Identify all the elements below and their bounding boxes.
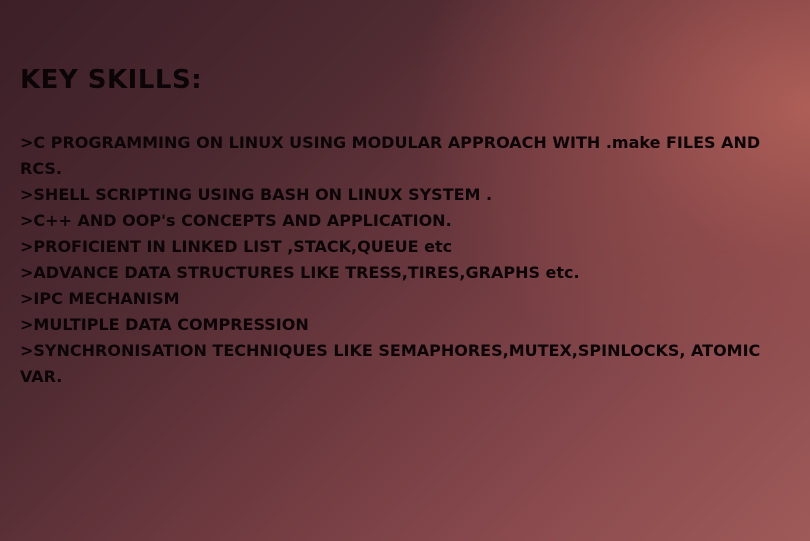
slide-heading: KEY SKILLS: [20, 65, 203, 95]
skills-list: >C PROGRAMMING ON LINUX USING MODULAR AP… [20, 130, 800, 390]
skill-item-shell-scripting: >SHELL SCRIPTING USING BASH ON LINUX SYS… [20, 185, 493, 204]
skill-item-data-compression: >MULTIPLE DATA COMPRESSION [20, 315, 309, 334]
skill-item-cpp-oop: >C++ AND OOP's CONCEPTS AND APPLICATION. [20, 211, 452, 230]
skill-item-ipc-mechanism: >IPC MECHANISM [20, 289, 180, 308]
skill-item-advance-data-structures: >ADVANCE DATA STRUCTURES LIKE TRESS,TIRE… [20, 263, 580, 282]
skill-item-c-programming: >C PROGRAMMING ON LINUX USING MODULAR AP… [20, 133, 761, 178]
skill-item-linked-list: >PROFICIENT IN LINKED LIST ,STACK,QUEUE … [20, 237, 453, 256]
skill-item-synchronisation: >SYNCHRONISATION TECHNIQUES LIKE SEMAPHO… [20, 341, 761, 386]
